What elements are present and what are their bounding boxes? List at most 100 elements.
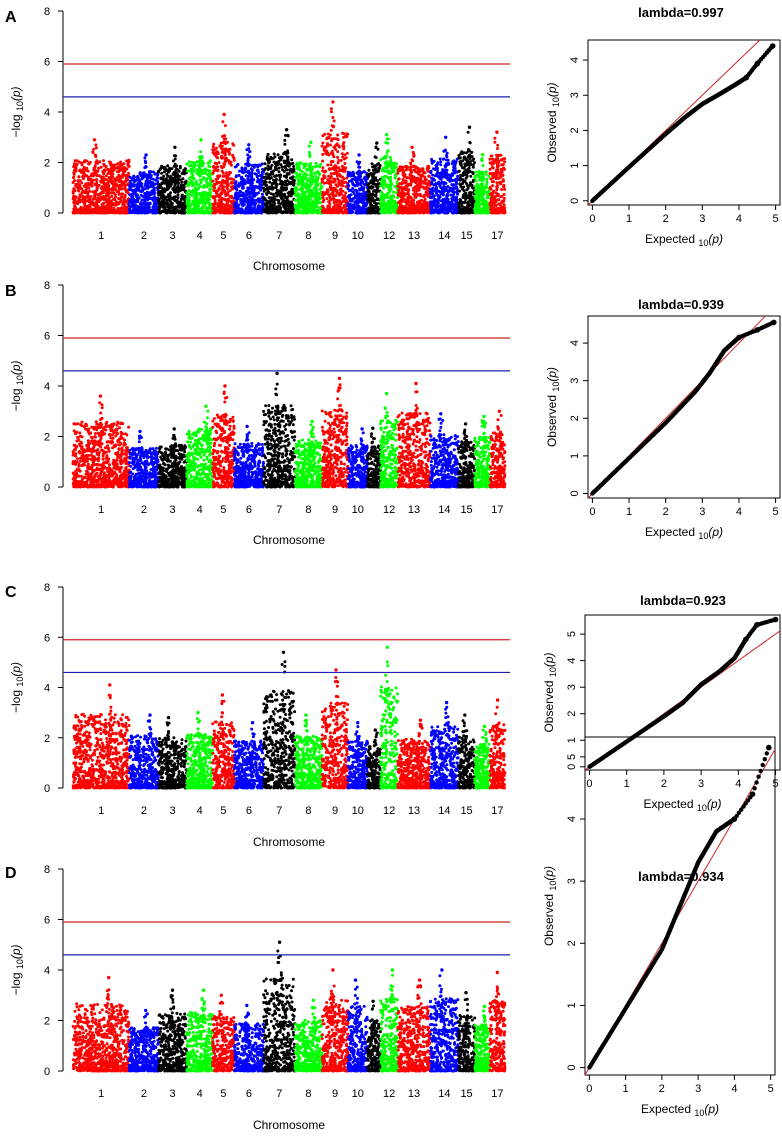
snp-point — [222, 140, 226, 144]
snp-point — [316, 178, 320, 182]
snp-point — [284, 182, 288, 186]
snp-point — [137, 182, 141, 186]
snp-point — [380, 191, 384, 195]
snp-point — [205, 168, 209, 172]
snp-point — [295, 167, 299, 170]
snp-point — [373, 199, 376, 203]
snp-point — [333, 203, 337, 207]
snp-point — [358, 199, 361, 203]
snp-point — [379, 158, 383, 162]
snp-point — [397, 211, 400, 215]
snp-point — [347, 196, 351, 199]
snp-point — [89, 183, 93, 187]
snp-point — [385, 154, 389, 158]
snp-point — [352, 174, 356, 178]
snp-point — [119, 163, 123, 167]
snp-point — [211, 145, 215, 149]
snp-point — [286, 155, 289, 159]
snp-point — [296, 182, 300, 186]
snp-point — [253, 206, 257, 210]
snp-point — [299, 161, 303, 165]
snp-point — [302, 176, 306, 179]
snp-point — [76, 182, 80, 186]
snp-point — [178, 209, 182, 213]
snp-point — [357, 187, 361, 191]
snp-point — [418, 185, 422, 189]
snp-point — [321, 159, 325, 163]
snp-point — [310, 172, 314, 176]
snp-point — [290, 170, 294, 174]
snp-point — [349, 206, 353, 210]
snp-point — [318, 193, 322, 197]
snp-point — [110, 167, 114, 170]
snp-point — [263, 203, 267, 207]
snp-point — [200, 206, 204, 210]
snp-point — [100, 180, 104, 184]
snp-point — [390, 183, 394, 186]
snp-point — [354, 188, 358, 192]
snp-point — [394, 165, 398, 169]
snp-point — [379, 198, 383, 201]
snp-point — [198, 167, 202, 171]
snp-point — [313, 205, 317, 208]
chromosome-points — [71, 138, 131, 215]
snp-point — [438, 157, 442, 161]
chromosome-points — [232, 143, 265, 215]
snp-point — [337, 179, 341, 183]
snp-point — [273, 174, 276, 178]
snp-point — [409, 171, 413, 175]
snp-point — [297, 174, 301, 178]
snp-point — [266, 164, 270, 168]
snp-point — [418, 169, 422, 173]
snp-point — [177, 205, 181, 209]
snp-point — [94, 178, 98, 182]
snp-point — [273, 155, 277, 159]
snp-point — [411, 165, 415, 169]
snp-point — [310, 175, 314, 179]
snp-point — [212, 164, 216, 168]
snp-point — [291, 210, 295, 214]
snp-point — [272, 152, 276, 156]
snp-point — [136, 185, 140, 189]
snp-point — [211, 206, 215, 210]
snp-point — [73, 168, 76, 172]
snp-point — [220, 144, 224, 148]
snp-point — [294, 188, 298, 192]
snp-point — [160, 171, 164, 175]
snp-point — [217, 198, 221, 202]
snp-point — [321, 200, 325, 204]
snp-point — [224, 159, 228, 163]
snp-point — [412, 152, 416, 156]
snp-point — [206, 161, 210, 165]
snp-point — [374, 156, 378, 160]
snp-point — [280, 181, 284, 185]
snp-point — [94, 207, 98, 211]
snp-point — [187, 205, 191, 209]
snp-point — [106, 172, 110, 176]
snp-point — [163, 202, 167, 205]
snp-point — [88, 189, 92, 193]
snp-point — [280, 197, 284, 201]
snp-point — [267, 157, 271, 161]
snp-point — [404, 168, 408, 172]
snp-point — [272, 160, 276, 164]
snp-point — [366, 188, 370, 192]
snp-point — [223, 134, 226, 138]
snp-point — [285, 197, 289, 201]
snp-point — [83, 201, 87, 205]
snp-point — [219, 210, 223, 214]
snp-point — [283, 165, 287, 169]
snp-point — [190, 161, 194, 164]
snp-point — [220, 169, 224, 173]
snp-point — [406, 207, 410, 211]
snp-point — [415, 192, 419, 196]
snp-point — [373, 164, 377, 168]
snp-point — [307, 144, 311, 148]
snp-point — [389, 197, 393, 201]
snp-point — [143, 206, 147, 209]
snp-point — [290, 200, 294, 204]
y-tick-label: 8 — [44, 6, 50, 18]
snp-point — [153, 172, 157, 176]
snp-point — [192, 177, 196, 181]
snp-peak-point — [92, 138, 97, 142]
